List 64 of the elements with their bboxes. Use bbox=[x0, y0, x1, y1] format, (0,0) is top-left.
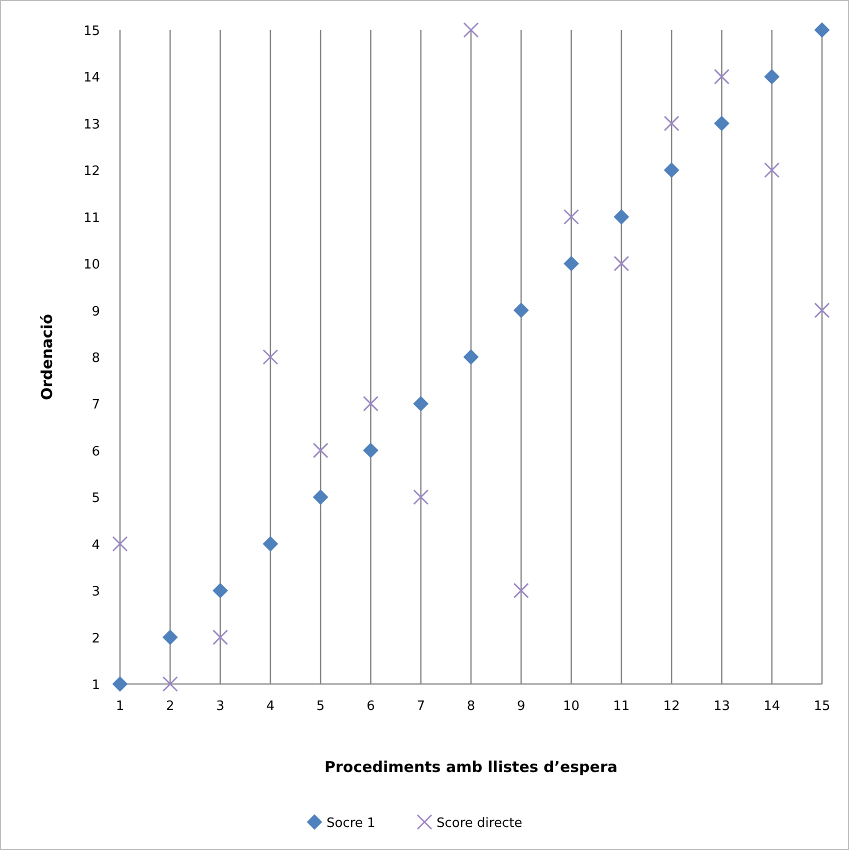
point bbox=[664, 116, 680, 132]
point bbox=[513, 582, 529, 598]
y-tick-label: 13 bbox=[83, 117, 100, 132]
point bbox=[664, 162, 680, 178]
point bbox=[112, 676, 128, 692]
y-tick-label: 12 bbox=[83, 164, 100, 180]
y-tick-label: 14 bbox=[83, 70, 100, 86]
point bbox=[714, 68, 730, 84]
point bbox=[313, 490, 328, 505]
x-tick-label: 9 bbox=[517, 699, 526, 714]
legend-label: Socre 1 bbox=[326, 816, 376, 831]
point bbox=[614, 256, 630, 272]
x-tick-label: 3 bbox=[216, 699, 224, 714]
x-tick-label: 13 bbox=[713, 699, 730, 714]
point bbox=[312, 442, 328, 458]
point bbox=[363, 442, 378, 458]
x-tick-label: 10 bbox=[563, 699, 580, 714]
x-tick-label: 5 bbox=[316, 699, 325, 714]
x-tick-label: 7 bbox=[416, 699, 425, 714]
y-tick-label: 7 bbox=[92, 398, 100, 413]
x-tick-label: 11 bbox=[613, 699, 630, 714]
x-axis-title: Procediments amb llistes d’espera bbox=[324, 758, 618, 776]
y-axis-title: Ordenació bbox=[38, 314, 56, 400]
y-tick-label: 4 bbox=[92, 538, 100, 553]
point bbox=[262, 536, 278, 552]
point bbox=[112, 536, 128, 552]
x-tick-label: 15 bbox=[814, 699, 830, 714]
point bbox=[413, 489, 429, 505]
point bbox=[362, 396, 378, 412]
y-tick-label: 11 bbox=[83, 210, 100, 226]
point bbox=[814, 22, 830, 38]
point bbox=[262, 349, 278, 365]
y-tick-label: 2 bbox=[92, 631, 100, 646]
y-tick-label: 5 bbox=[92, 491, 100, 506]
y-tick-label: 8 bbox=[92, 351, 100, 366]
y-tick-label: 10 bbox=[83, 258, 100, 273]
y-tick-label: 15 bbox=[83, 24, 100, 39]
point bbox=[212, 630, 228, 646]
point bbox=[514, 302, 529, 318]
point bbox=[413, 396, 428, 412]
y-tick-label: 6 bbox=[92, 444, 100, 460]
point bbox=[714, 116, 730, 131]
point bbox=[814, 302, 830, 318]
point bbox=[162, 676, 178, 692]
point bbox=[162, 630, 178, 645]
point bbox=[564, 209, 580, 225]
point bbox=[764, 162, 780, 178]
x-tick-label: 1 bbox=[116, 699, 124, 714]
y-tick-label: 9 bbox=[92, 304, 100, 320]
point bbox=[463, 22, 479, 38]
y-tick-label: 3 bbox=[92, 584, 100, 600]
x-tick-label: 12 bbox=[663, 699, 680, 714]
x-tick-label: 4 bbox=[266, 699, 275, 714]
point bbox=[464, 350, 478, 364]
x-tick-label: 8 bbox=[466, 699, 476, 714]
point bbox=[564, 256, 579, 272]
x-tick-label: 2 bbox=[166, 699, 174, 714]
point bbox=[764, 69, 780, 84]
point bbox=[614, 209, 629, 224]
x-tick-label: 14 bbox=[764, 699, 780, 714]
legend-label: Score directe bbox=[436, 816, 522, 831]
y-tick-label: 1 bbox=[92, 678, 100, 693]
point bbox=[212, 583, 228, 598]
x-tick-label: 6 bbox=[366, 699, 375, 714]
